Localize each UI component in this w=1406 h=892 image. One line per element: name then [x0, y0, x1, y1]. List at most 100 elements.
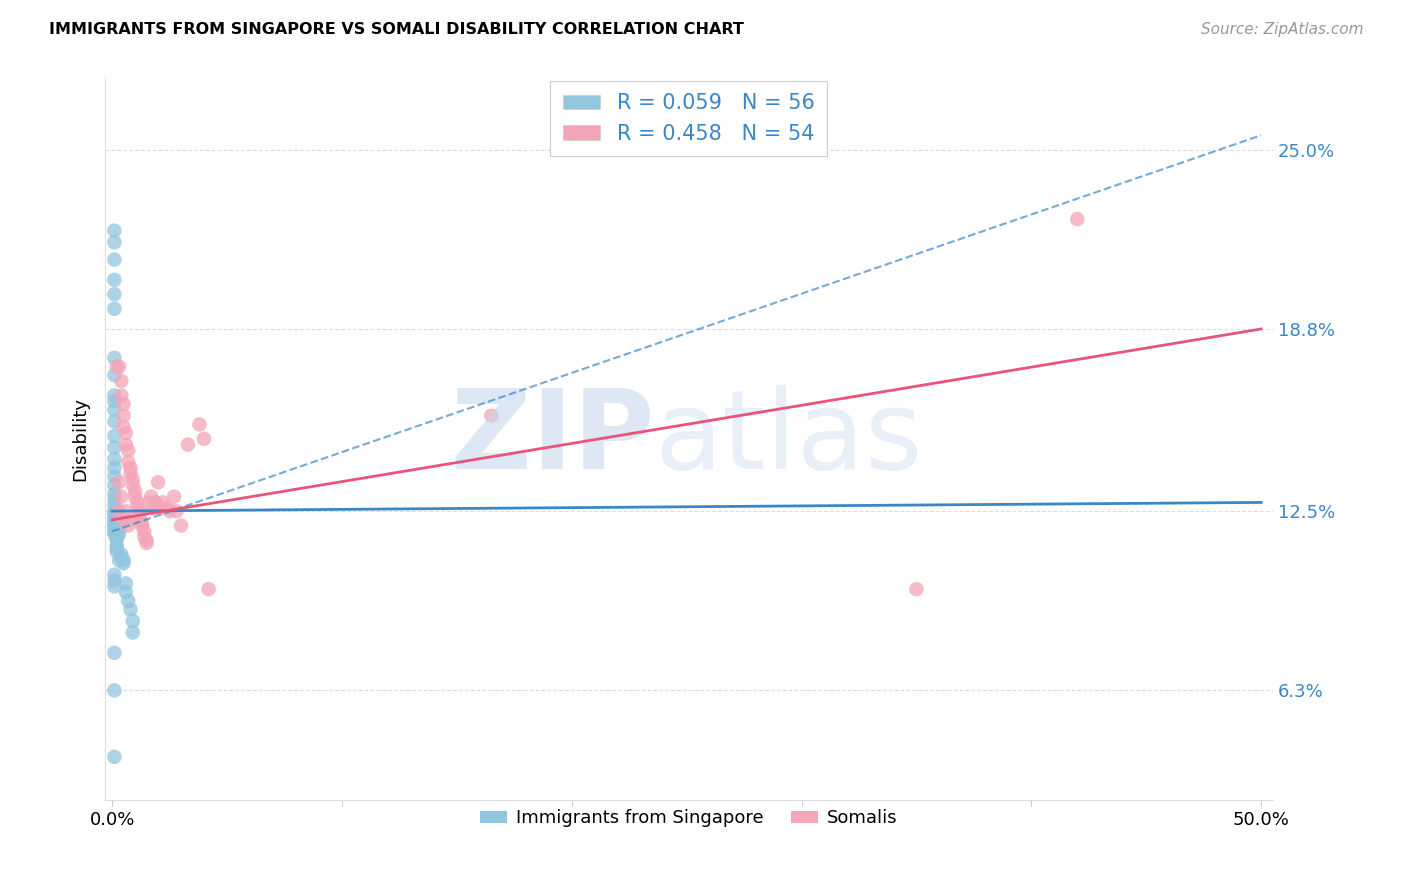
Point — [149, 501, 172, 516]
Point — [105, 544, 128, 558]
Point — [105, 541, 128, 556]
Point — [112, 420, 135, 434]
Point — [103, 368, 125, 383]
Point — [146, 475, 169, 490]
Point — [103, 513, 125, 527]
Point — [479, 409, 502, 423]
Point — [121, 614, 143, 628]
Point — [170, 518, 193, 533]
Point — [128, 504, 150, 518]
Point — [120, 513, 142, 527]
Point — [103, 415, 125, 429]
Point — [135, 536, 157, 550]
Point — [105, 359, 128, 374]
Point — [105, 533, 128, 547]
Point — [103, 683, 125, 698]
Point — [115, 504, 138, 518]
Point — [103, 394, 125, 409]
Point — [166, 504, 188, 518]
Point — [124, 490, 146, 504]
Point — [103, 527, 125, 541]
Point — [121, 625, 143, 640]
Point — [103, 452, 125, 467]
Point — [103, 287, 125, 301]
Point — [135, 533, 157, 547]
Point — [117, 455, 139, 469]
Point — [103, 403, 125, 417]
Point — [103, 429, 125, 443]
Point — [152, 495, 174, 509]
Point — [115, 585, 138, 599]
Point — [108, 359, 131, 374]
Text: ZIP: ZIP — [450, 385, 654, 492]
Point — [103, 235, 125, 250]
Point — [103, 487, 125, 501]
Point — [103, 567, 125, 582]
Point — [117, 518, 139, 533]
Point — [115, 425, 138, 440]
Point — [905, 582, 928, 597]
Point — [105, 504, 128, 518]
Point — [105, 530, 128, 544]
Point — [120, 460, 142, 475]
Point — [1066, 212, 1088, 227]
Point — [103, 469, 125, 483]
Point — [103, 749, 125, 764]
Point — [115, 576, 138, 591]
Point — [103, 492, 125, 507]
Point — [120, 602, 142, 616]
Point — [103, 301, 125, 316]
Point — [121, 478, 143, 492]
Point — [108, 553, 131, 567]
Point — [108, 524, 131, 539]
Point — [110, 374, 132, 388]
Point — [103, 441, 125, 455]
Point — [108, 527, 131, 541]
Point — [134, 530, 156, 544]
Point — [103, 252, 125, 267]
Point — [141, 490, 163, 504]
Point — [127, 495, 149, 509]
Point — [105, 539, 128, 553]
Point — [103, 460, 125, 475]
Point — [193, 432, 215, 446]
Point — [197, 582, 219, 597]
Point — [103, 504, 125, 518]
Point — [121, 472, 143, 486]
Point — [159, 504, 181, 518]
Point — [110, 550, 132, 565]
Point — [134, 524, 156, 539]
Point — [110, 490, 132, 504]
Point — [128, 513, 150, 527]
Point — [124, 483, 146, 498]
Point — [103, 351, 125, 365]
Point — [131, 518, 153, 533]
Point — [103, 224, 125, 238]
Point — [103, 273, 125, 287]
Point — [177, 437, 200, 451]
Point — [188, 417, 211, 432]
Point — [103, 388, 125, 402]
Text: Source: ZipAtlas.com: Source: ZipAtlas.com — [1201, 22, 1364, 37]
Point — [103, 509, 125, 524]
Point — [103, 518, 125, 533]
Point — [108, 504, 131, 518]
Point — [103, 507, 125, 521]
Point — [103, 579, 125, 593]
Point — [103, 516, 125, 530]
Point — [112, 409, 135, 423]
Point — [163, 490, 186, 504]
Point — [108, 518, 131, 533]
Point — [103, 524, 125, 539]
Point — [103, 574, 125, 588]
Point — [131, 516, 153, 530]
Point — [120, 467, 142, 481]
Point — [138, 495, 160, 509]
Legend: Immigrants from Singapore, Somalis: Immigrants from Singapore, Somalis — [472, 802, 905, 835]
Point — [103, 478, 125, 492]
Point — [156, 501, 179, 516]
Point — [145, 495, 167, 509]
Point — [108, 475, 131, 490]
Point — [142, 501, 165, 516]
Point — [103, 646, 125, 660]
